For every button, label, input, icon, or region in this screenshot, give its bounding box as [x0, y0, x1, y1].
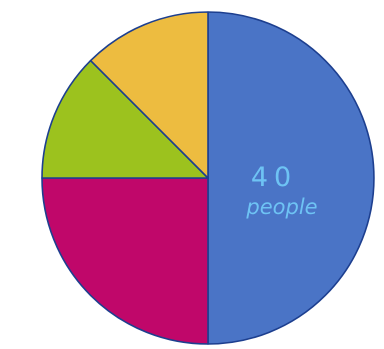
pie-slice-1: [41, 177, 209, 345]
pie-slice-3: [89, 11, 209, 179]
pie-slice-0: [207, 11, 375, 345]
slice-annotation-value: 40: [251, 162, 297, 193]
pie-slices: [41, 11, 375, 345]
pie-slice-2: [41, 59, 209, 179]
slice-annotation-unit: people: [245, 195, 317, 219]
pie-annotations: 40 people: [245, 162, 317, 219]
